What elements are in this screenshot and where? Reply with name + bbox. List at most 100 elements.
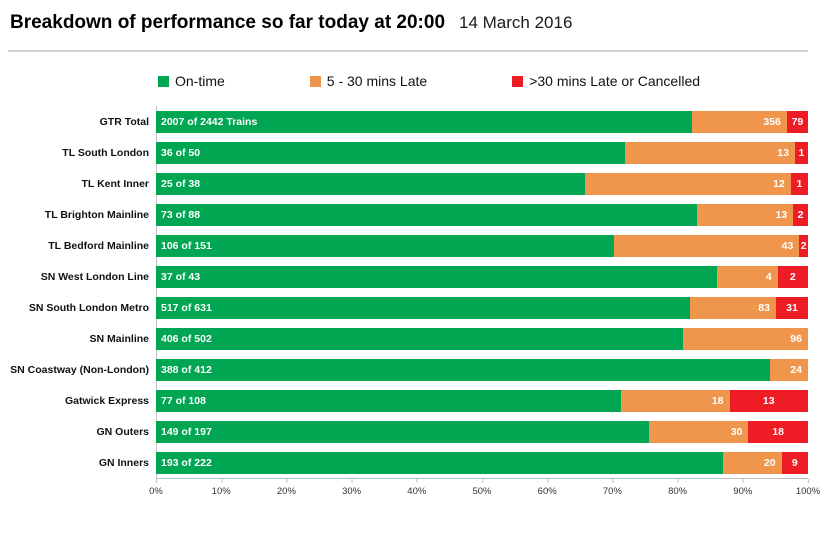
legend: On-time 5 - 30 mins Late >30 mins Late or … — [8, 70, 808, 92]
legend-label: 5 - 30 mins Late — [326, 73, 428, 89]
bar-track: 37 of 43 4 2 — [156, 265, 808, 288]
x-axis-tick: 0% — [149, 479, 163, 497]
report-date: 14 March 2016 — [459, 13, 573, 32]
segment-ontime: 517 of 631 — [156, 296, 691, 319]
segment-value-label: 193 of 222 — [161, 456, 212, 469]
segment-value-label: 31 — [786, 301, 798, 314]
segment-ontime: 406 of 502 — [156, 327, 684, 350]
x-axis-tick: 90% — [733, 479, 752, 497]
segment-value-label: 37 of 43 — [161, 270, 201, 283]
segment-ontime: 2007 of 2442 Trains — [156, 110, 692, 133]
segment-late: 4 — [717, 265, 778, 288]
segment-late: 43 — [613, 234, 800, 257]
segment-value-label: 25 of 38 — [161, 177, 201, 190]
segment-ontime: 149 of 197 — [156, 420, 650, 443]
x-axis-tick: 40% — [407, 479, 426, 497]
category-label: SN West London Line — [40, 270, 149, 283]
bar-track: 2007 of 2442 Trains 356 79 — [156, 110, 808, 133]
category-label: TL Bedford Mainline — [48, 239, 149, 252]
header: Breakdown of performance so far today at… — [8, 12, 808, 34]
bar-track: 517 of 631 83 31 — [156, 296, 808, 319]
legend-item-late: 5 - 30 mins Late — [309, 73, 428, 89]
segment-value-label: 2 — [800, 239, 807, 252]
chart-rows: GTR Total 2007 of 2442 Trains 356 79 TL Sout… — [8, 106, 808, 478]
segment-value-label: 2 — [797, 208, 804, 221]
category-label: SN South London Metro — [28, 301, 149, 314]
segment-ontime: 388 of 412 — [156, 358, 771, 381]
cancelled-swatch-icon — [512, 75, 524, 87]
segment-cancelled: 2 — [793, 203, 808, 226]
segment-late: 20 — [722, 451, 782, 474]
x-axis-tick: 30% — [342, 479, 361, 497]
category-label: TL South London — [62, 146, 149, 159]
bar-track: 77 of 108 18 13 — [156, 389, 808, 412]
bar-track: 106 of 151 43 2 — [156, 234, 808, 257]
segment-value-label: 356 — [763, 115, 781, 128]
chart-row: GN Outers 149 of 197 30 18 — [8, 416, 808, 447]
segment-value-label: 43 — [781, 239, 794, 252]
segment-value-label: 12 — [773, 177, 785, 190]
segment-ontime: 77 of 108 — [156, 389, 621, 412]
chart-row: SN South London Metro 517 of 631 83 31 — [8, 292, 808, 323]
segment-value-label: 406 of 502 — [161, 332, 212, 345]
x-axis-tick: 10% — [212, 479, 231, 497]
segment-value-label: 96 — [790, 332, 802, 345]
chart-row: SN Coastway (Non-London) 388 of 412 24 — [8, 354, 808, 385]
segment-value-label: 2007 of 2442 Trains — [161, 115, 258, 128]
segment-cancelled: 9 — [781, 451, 808, 474]
segment-cancelled: 1 — [790, 172, 808, 195]
x-axis-tick: 100% — [796, 479, 820, 497]
late-swatch-icon — [309, 75, 321, 87]
segment-cancelled: 2 — [777, 265, 808, 288]
chart-row: Gatwick Express 77 of 108 18 13 — [8, 385, 808, 416]
segment-cancelled: 18 — [748, 420, 808, 443]
bar-track: 36 of 50 13 1 — [156, 141, 808, 164]
segment-late: 13 — [625, 141, 795, 164]
segment-cancelled: 79 — [786, 110, 808, 133]
x-axis-tick: 60% — [538, 479, 557, 497]
segment-late: 356 — [691, 110, 787, 133]
category-label: Gatwick Express — [64, 394, 149, 407]
segment-value-label: 20 — [763, 456, 776, 469]
segment-value-label: 388 of 412 — [161, 363, 212, 376]
category-label: GN Outers — [96, 425, 149, 438]
segment-cancelled: 13 — [729, 389, 808, 412]
category-label: GTR Total — [99, 115, 149, 128]
segment-cancelled: 31 — [775, 296, 808, 319]
category-label: SN Mainline — [89, 332, 149, 345]
bar-track: 388 of 412 24 — [156, 358, 808, 381]
segment-value-label: 18 — [772, 425, 785, 438]
chart-row: SN Mainline 406 of 502 96 — [8, 323, 808, 354]
bar-track: 193 of 222 20 9 — [156, 451, 808, 474]
segment-late: 83 — [690, 296, 776, 319]
y-axis-line — [156, 106, 157, 478]
chart-row: TL South London 36 of 50 13 1 — [8, 137, 808, 168]
chart-row: TL Bedford Mainline 106 of 151 43 2 — [8, 230, 808, 261]
bar-track: 149 of 197 30 18 — [156, 420, 808, 443]
segment-value-label: 83 — [758, 301, 770, 314]
segment-ontime: 193 of 222 — [156, 451, 723, 474]
segment-late: 24 — [770, 358, 808, 381]
segment-cancelled: 1 — [794, 141, 808, 164]
chart-row: TL Brighton Mainline 73 of 88 13 2 — [8, 199, 808, 230]
segment-value-label: 18 — [711, 394, 724, 407]
segment-value-label: 79 — [791, 115, 804, 128]
x-axis-tick: 80% — [668, 479, 687, 497]
legend-item-cancelled: >30 mins Late or Cancelled — [512, 73, 700, 89]
bar-track: 406 of 502 96 — [156, 327, 808, 350]
segment-ontime: 25 of 38 — [156, 172, 585, 195]
segment-value-label: 13 — [775, 208, 788, 221]
bar-track: 73 of 88 13 2 — [156, 203, 808, 226]
bar-track: 25 of 38 12 1 — [156, 172, 808, 195]
segment-value-label: 106 of 151 — [161, 239, 212, 252]
category-label: GN Inners — [98, 456, 149, 469]
segment-late: 30 — [649, 420, 749, 443]
segment-value-label: 9 — [791, 456, 798, 469]
segment-value-label: 36 of 50 — [161, 146, 201, 159]
segment-value-label: 149 of 197 — [161, 425, 212, 438]
category-label: SN Coastway (Non-London) — [10, 363, 149, 376]
segment-ontime: 37 of 43 — [156, 265, 718, 288]
segment-value-label: 24 — [790, 363, 802, 376]
segment-value-label: 517 of 631 — [161, 301, 212, 314]
